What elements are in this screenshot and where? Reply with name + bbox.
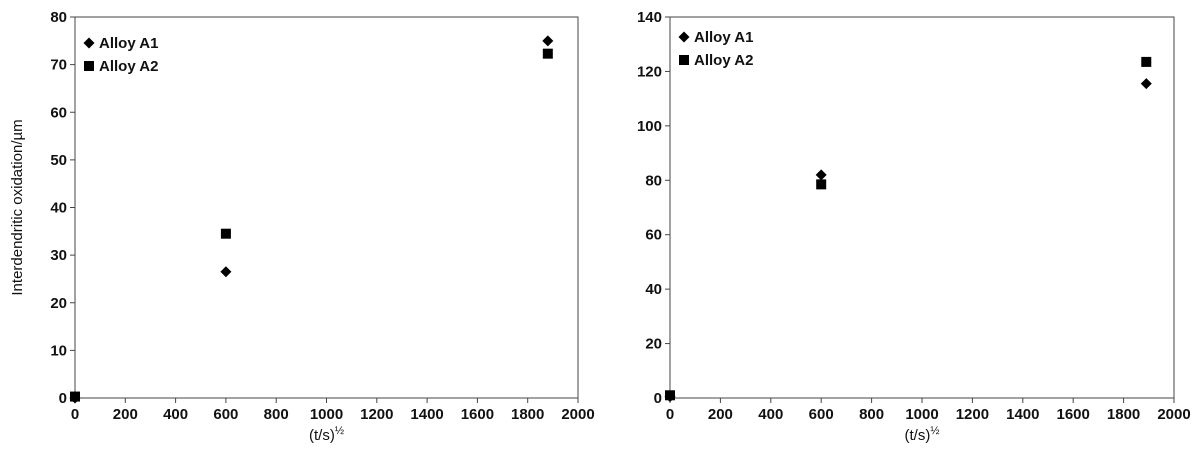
x-tick-label: 0 [71, 406, 79, 423]
x-tick-label: 800 [264, 406, 289, 423]
y-tick-label: 80 [645, 172, 662, 189]
y-axis-title: Interdendritic oxidation/µm [9, 119, 26, 295]
y-tick-label: 10 [50, 342, 67, 359]
y-tick-label: 0 [654, 390, 662, 407]
x-tick-label: 1400 [1006, 406, 1039, 423]
x-tick-label: 600 [213, 406, 238, 423]
y-tick-label: 0 [59, 390, 67, 407]
y-tick-label: 100 [637, 118, 662, 135]
data-point-square [220, 228, 231, 239]
y-tick-label: 20 [50, 295, 67, 312]
legend-label: Alloy A1 [99, 35, 158, 52]
x-tick-label: 1600 [1057, 406, 1090, 423]
legend-marker-square [84, 61, 94, 71]
y-tick-label: 80 [50, 9, 67, 26]
x-tick-label: 600 [809, 406, 834, 423]
x-tick-label: 0 [666, 406, 674, 423]
y-tick-label: 140 [637, 9, 662, 26]
x-tick-label: 1200 [360, 406, 393, 423]
legend-marker-diamond [678, 31, 690, 43]
data-point-diamond [220, 266, 232, 278]
legend-label: Alloy A1 [694, 29, 753, 46]
x-tick-label: 200 [708, 406, 733, 423]
data-point-diamond [542, 35, 554, 47]
x-axis-title: (t/s)½ [309, 425, 344, 444]
x-tick-label: 1200 [956, 406, 989, 423]
y-tick-label: 120 [637, 63, 662, 80]
x-tick-label: 2000 [561, 406, 594, 423]
data-point-square [70, 391, 80, 402]
y-tick-label: 40 [645, 281, 662, 298]
y-tick-label: 60 [645, 227, 662, 244]
x-tick-label: 1600 [461, 406, 494, 423]
legend-marker-diamond [83, 37, 95, 49]
x-tick-label: 400 [163, 406, 188, 423]
x-tick-label: 1800 [511, 406, 544, 423]
x-axis-title: (t/s)½ [904, 425, 939, 444]
data-point-square [816, 179, 827, 190]
chart-2-frame [669, 16, 1175, 399]
data-point-diamond [1140, 78, 1152, 90]
y-tick-label: 60 [50, 104, 67, 121]
y-tick-label: 30 [50, 247, 67, 264]
legend-marker-square [679, 55, 689, 65]
data-point-square [542, 48, 553, 59]
x-tick-label: 1400 [410, 406, 443, 423]
legend-label: Alloy A2 [694, 52, 753, 69]
y-tick-label: 50 [50, 152, 67, 169]
x-tick-label: 1000 [905, 406, 938, 423]
x-tick-label: 200 [113, 406, 138, 423]
data-point-square [1141, 56, 1152, 67]
x-tick-label: 2000 [1157, 406, 1190, 423]
y-tick-label: 20 [645, 336, 662, 353]
legend-label: Alloy A2 [99, 58, 158, 75]
x-tick-label: 1000 [310, 406, 343, 423]
y-tick-label: 40 [50, 200, 67, 217]
y-tick-label: 70 [50, 57, 67, 74]
data-point-diamond [815, 169, 827, 181]
x-tick-label: 1800 [1107, 406, 1140, 423]
data-point-square [665, 390, 675, 401]
x-tick-label: 400 [758, 406, 783, 423]
x-tick-label: 800 [859, 406, 884, 423]
